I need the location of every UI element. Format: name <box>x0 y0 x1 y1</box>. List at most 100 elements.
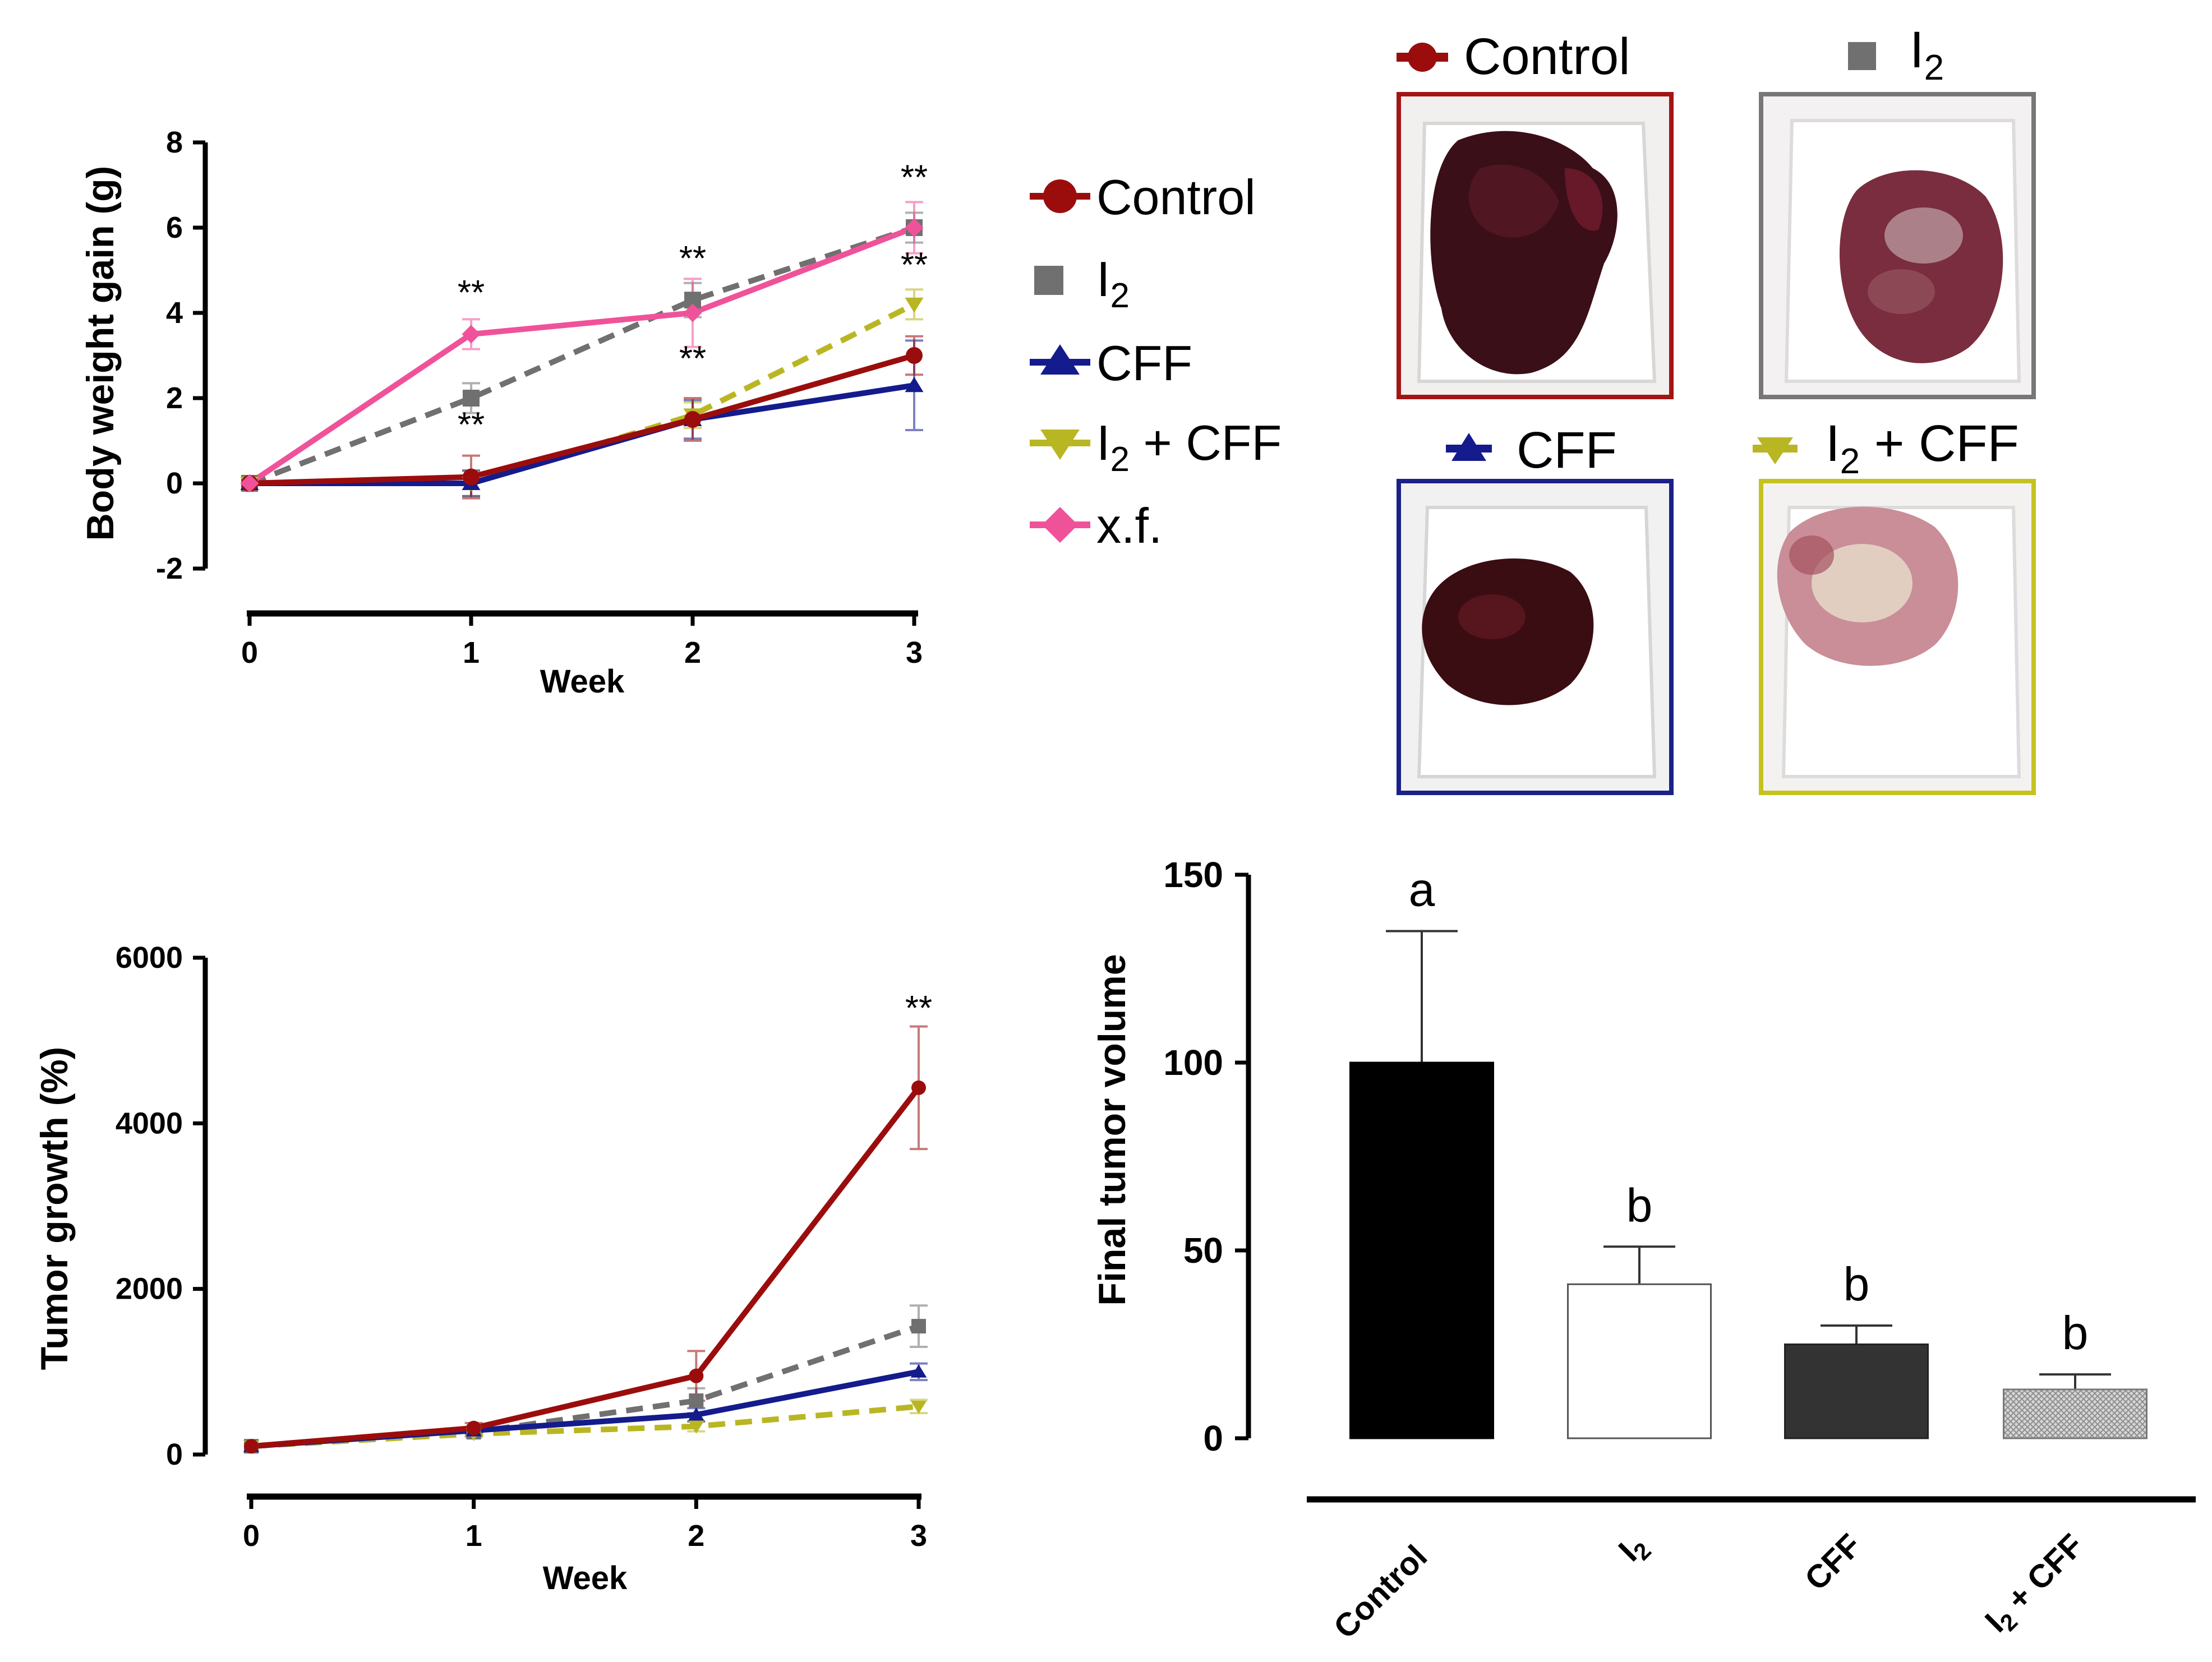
significance-mark: ** <box>905 989 932 1028</box>
y-tick-label: 0 <box>166 1438 183 1471</box>
svg-text:I2 + CFF: I2 + CFF <box>1978 1527 2094 1642</box>
x-axis-label: Week <box>543 1560 628 1596</box>
svg-text:I2: I2 <box>1096 251 1130 315</box>
x-tick-label: 2 <box>684 636 701 670</box>
x-tick-label: 0 <box>243 1519 260 1553</box>
triangle-down-marker-icon <box>1040 430 1080 460</box>
photo-title-i2: I <box>1910 21 1924 79</box>
series-line-xf <box>248 225 915 486</box>
data-point-cff <box>910 1364 927 1378</box>
photo-control: Control <box>1397 28 1674 399</box>
data-point-cff <box>688 1407 704 1421</box>
significance-mark: ** <box>901 159 928 197</box>
series-line-i2 <box>248 225 915 486</box>
significance-mark: ** <box>458 274 485 312</box>
legend-label-i2cff-sub: 2 <box>1110 440 1129 479</box>
photo-i2: I2 <box>1759 21 2036 399</box>
series-line-cff <box>251 1369 919 1449</box>
x-axis-label: Week <box>540 663 625 700</box>
svg-text:I2 + CFF: I2 + CFF <box>1096 415 1282 479</box>
data-point-cff <box>905 377 924 393</box>
legend-label-i2-sub: 2 <box>1110 276 1129 315</box>
photo-cff: CFF <box>1397 422 1674 795</box>
triangle-up-marker-icon <box>1040 344 1080 375</box>
significance-mark: ** <box>679 239 706 278</box>
x-tick-label: 3 <box>910 1519 927 1553</box>
triangle-down-marker-icon <box>1757 437 1793 464</box>
y-tick-label: 0 <box>1203 1418 1223 1458</box>
y-tick-label: 4000 <box>116 1106 183 1140</box>
bar-1 <box>1349 1061 1494 1439</box>
svg-text:I2: I2 <box>1611 1527 1656 1572</box>
photo-title-i2-sub: 2 <box>1924 47 1944 87</box>
significance-letter: b <box>1626 1179 1653 1231</box>
significance-letter: a <box>1409 864 1435 916</box>
legend-label-cff: CFF <box>1096 335 1192 391</box>
circle-marker-icon <box>1043 179 1077 213</box>
data-point-xf <box>905 218 924 237</box>
legend-item-xf: x.f. <box>1030 498 1162 553</box>
data-point-xf <box>683 303 702 322</box>
y-tick-label: 2 <box>166 381 183 415</box>
error-bar <box>1821 1324 1892 1345</box>
y-tick-label: 100 <box>1163 1042 1223 1083</box>
x-tick-label-cff: CFF <box>1798 1527 1869 1598</box>
data-point-xf <box>240 474 259 493</box>
significance-letter: b <box>1844 1258 1870 1310</box>
y-tick-label: 6 <box>166 211 183 244</box>
tumor-growth-chart: 0 2000 4000 6000 0 1 2 3 ** Tumor growth (%) W… <box>33 941 932 1596</box>
error-bar <box>1386 930 1458 1063</box>
legend-label-i2: I <box>1096 251 1110 307</box>
y-tick-label: -2 <box>156 552 183 585</box>
tumor-i2 <box>1840 170 2003 363</box>
data-point-i2 <box>689 1393 704 1409</box>
bar-2 <box>1567 1283 1712 1439</box>
data-point-i2cff <box>910 1400 927 1414</box>
data-point-control <box>689 1368 704 1383</box>
legend-label-control: Control <box>1096 169 1256 225</box>
photo-title-i2cff-rest: + CFF <box>1860 415 2019 472</box>
data-point-control <box>244 1439 259 1454</box>
x-tick-label: 2 <box>688 1519 704 1553</box>
data-point-control <box>906 347 923 364</box>
data-point-i2 <box>911 1319 926 1334</box>
series-line-control <box>249 353 915 486</box>
photo-title-i2cff: I <box>1826 415 1840 472</box>
legend-item-i2cff: I2 + CFF <box>1030 415 1282 479</box>
photo-title-control: Control <box>1464 28 1630 85</box>
legend-item-control: Control <box>1030 169 1256 225</box>
y-tick-label: 6000 <box>116 941 183 975</box>
y-axis-label: Tumor growth (%) <box>33 1047 76 1370</box>
svg-text:I2: I2 <box>1910 21 1944 87</box>
photo-title-i2cff-sub: 2 <box>1840 441 1860 481</box>
significance-letter: b <box>2062 1306 2089 1359</box>
svg-text:I2 + CFF: I2 + CFF <box>1826 415 2019 481</box>
legend-item-cff: CFF <box>1030 335 1192 391</box>
data-point-control <box>684 411 701 428</box>
square-marker-icon <box>1034 266 1063 295</box>
legend-item-i2: I2 <box>1034 251 1130 315</box>
y-axis-label: Final tumor volume <box>1091 954 1133 1305</box>
data-point-control <box>463 468 480 486</box>
x-tick-label: 1 <box>466 1519 482 1553</box>
y-tick-label: 150 <box>1163 855 1223 895</box>
significance-mark: ** <box>901 246 928 284</box>
legend: Control I2 CFF I2 + CFF x.f. <box>1030 169 1282 553</box>
data-point-control <box>466 1420 481 1435</box>
x-tick-label-control: Control <box>1326 1538 1434 1646</box>
y-tick-label: 0 <box>166 467 183 500</box>
significance-mark: ** <box>679 340 706 378</box>
x-tick-label: 1 <box>463 636 480 670</box>
significance-mark: ** <box>458 405 485 444</box>
circle-marker-icon <box>1408 43 1437 72</box>
y-tick-label: 8 <box>166 126 183 159</box>
x-tick-label-i2cff-rest: + CFF <box>1994 1527 2090 1623</box>
data-point-i2cff <box>905 297 924 313</box>
y-tick-label: 4 <box>166 296 183 330</box>
final-volume-chart: 0 50 100 150 a b b b Control I2 CFF I2 + CFF F… <box>1091 855 2196 1646</box>
x-tick-label: 3 <box>906 636 923 670</box>
square-marker-icon <box>1848 42 1876 70</box>
data-point-xf <box>462 325 481 344</box>
photo-title-cff: CFF <box>1517 422 1617 479</box>
